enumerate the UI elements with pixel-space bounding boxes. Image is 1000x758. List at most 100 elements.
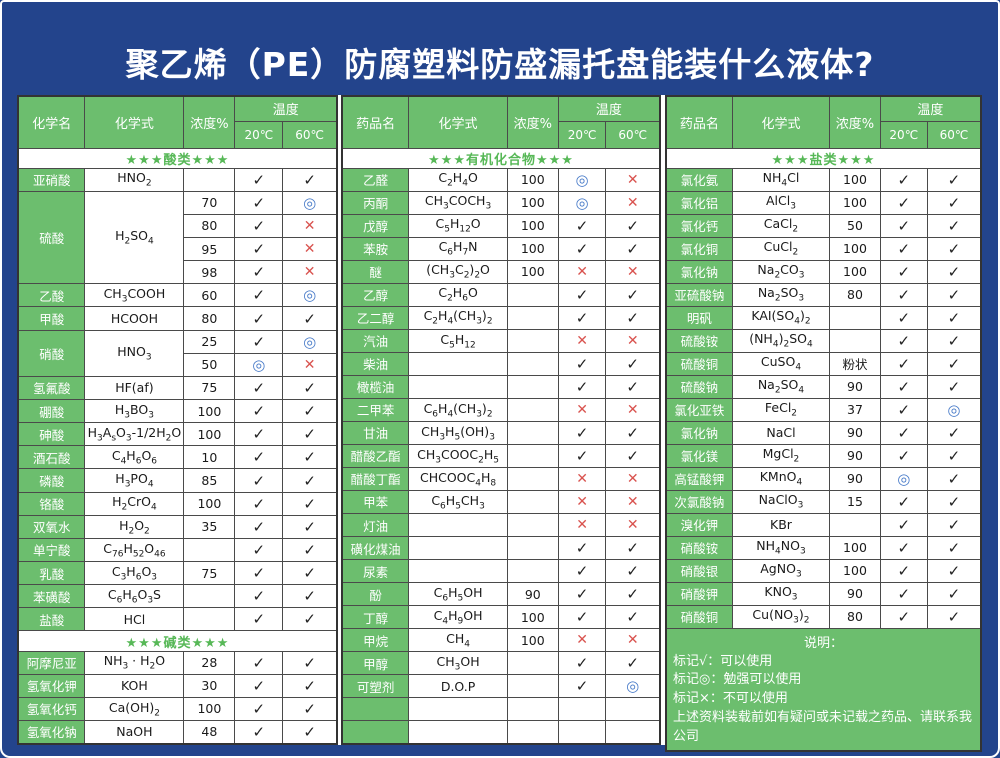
temp60-mark-cell: ✓ — [282, 468, 338, 493]
check-icon: ✓ — [303, 517, 316, 536]
substance-name-cell — [341, 697, 410, 722]
cross-icon: ✕ — [576, 263, 588, 280]
cross-icon: ✕ — [576, 632, 588, 649]
formula-cell: C4H6O6 — [84, 445, 185, 470]
concentration-cell: 100 — [829, 558, 881, 583]
concentration-cell: 100 — [183, 491, 236, 516]
substance-name-cell: 亚硝酸 — [17, 167, 86, 192]
check-icon: ✓ — [252, 676, 266, 695]
check-icon: ✓ — [575, 608, 589, 627]
temp20-mark-cell: ✓ — [557, 582, 607, 607]
substance-name-cell: 酒石酸 — [17, 445, 86, 470]
formula-cell: KAI(SO4)2 — [731, 305, 831, 330]
concentration-cell: 50 — [183, 352, 236, 377]
concentration-cell: 100 — [506, 190, 559, 215]
concentration-cell: 90 — [829, 443, 881, 468]
concentration-cell — [506, 305, 559, 330]
temp20-mark-cell: ✓ — [557, 674, 607, 699]
col-header-drug-name: 药品名 — [341, 95, 410, 149]
col-header-20c: 20℃ — [234, 120, 284, 149]
formula-cell: C76H52O46 — [84, 537, 185, 563]
temp20-mark-cell: ✓ — [879, 351, 928, 376]
temp60-mark-cell: ✓ — [605, 282, 661, 307]
check-icon: ✓ — [947, 170, 961, 189]
temp60-mark-cell: ✓ — [282, 673, 338, 698]
col-header-60c: 60℃ — [282, 120, 338, 149]
cross-icon: ✕ — [626, 194, 639, 211]
concentration-cell: 100 — [506, 628, 559, 653]
check-icon: ✓ — [626, 308, 639, 327]
temp60-mark-cell: ✓ — [926, 190, 982, 215]
check-icon: ✓ — [575, 216, 589, 235]
temp60-mark-cell: ✓ — [605, 305, 661, 330]
check-icon: ✓ — [303, 448, 316, 467]
check-icon: ✓ — [252, 170, 266, 189]
check-icon: ✓ — [252, 471, 266, 490]
substance-name-cell: 明矾 — [665, 305, 733, 330]
substance-name-cell: 甲苯 — [341, 489, 410, 515]
formula-cell: (NH4)2SO4 — [731, 328, 831, 353]
temp60-mark-cell: ✓ — [926, 167, 982, 192]
substance-name-cell: 氯化钠 — [665, 420, 733, 445]
check-icon: ✓ — [947, 354, 961, 373]
cross-icon: ✕ — [626, 517, 639, 534]
concentration-cell: 85 — [183, 468, 236, 493]
temp60-mark-cell: ✓ — [926, 351, 982, 376]
temp60-mark-cell: ◎ — [282, 329, 338, 354]
concentration-cell: 70 — [183, 190, 236, 215]
tables-background: 化学名 化学式 浓度% 温度 20℃ 60℃ ★★★酸类★★★ 亚硝酸 HNO2 ✓ ✓… — [17, 95, 982, 752]
col-header-formula: 化学式 — [84, 95, 185, 149]
check-icon: ✓ — [897, 170, 911, 189]
temp20-mark-cell: ✓ — [879, 443, 928, 468]
formula-cell: CH3H5(OH)3 — [408, 420, 508, 445]
formula-cell: NH3 · H2O — [84, 650, 185, 675]
col-header-chemical-name: 化学名 — [17, 95, 86, 149]
formula-cell: KBr — [731, 512, 831, 537]
organics-table: 药品名 化学式 浓度% 温度 20℃ 60℃ ★★★有机化合物★★★ 乙醛 C2H4… — [341, 95, 661, 745]
check-icon: ✓ — [252, 193, 266, 212]
col-header-formula: 化学式 — [408, 95, 508, 149]
check-icon: ✓ — [252, 722, 266, 741]
temp60-mark-cell: ✓ — [605, 651, 661, 676]
substance-name-cell: 硝酸铜 — [665, 604, 733, 629]
formula-cell: C3H6O3 — [84, 561, 185, 586]
substance-name-cell: 氯化镁 — [665, 443, 733, 468]
temp60-mark-cell: ✓ — [926, 213, 982, 238]
concentration-cell — [183, 607, 236, 632]
cross-icon: ✕ — [576, 470, 588, 487]
substance-name-cell: 磷酸 — [17, 468, 86, 493]
concentration-cell: 30 — [183, 673, 236, 698]
temp20-mark-cell: ✓ — [234, 561, 284, 586]
temp20-mark-cell: ✓ — [879, 581, 928, 606]
substance-name-cell: 乙醇 — [341, 282, 410, 307]
concentration-cell — [506, 559, 559, 584]
temp20-mark-cell: ✓ — [879, 374, 928, 399]
concentration-cell: 75 — [183, 375, 236, 401]
temp60-mark-cell: ✓ — [605, 443, 661, 468]
formula-cell: MgCl2 — [731, 443, 831, 468]
substance-name-cell: 二甲苯 — [341, 397, 410, 422]
substance-name-cell: 亚硫酸钠 — [665, 282, 733, 307]
formula-cell: H2SO4 — [84, 190, 185, 285]
check-icon: ✓ — [897, 423, 911, 442]
temp60-mark-cell: ✕ — [282, 352, 338, 377]
substance-name-cell: 柴油 — [341, 351, 410, 376]
cross-icon: ✕ — [576, 332, 588, 349]
formula-cell: CaCl2 — [731, 213, 831, 238]
substance-name-cell: 阿摩尼亚 — [17, 650, 86, 675]
formula-cell: KNO3 — [731, 581, 831, 606]
check-icon: ✓ — [252, 587, 266, 606]
formula-cell: H2O2 — [84, 514, 185, 539]
substance-name-cell: 硝酸银 — [665, 558, 733, 583]
substance-name-cell: 双氧水 — [17, 514, 86, 539]
substance-name-cell: 丁醇 — [341, 605, 410, 630]
formula-cell: HNO2 — [84, 167, 185, 192]
substance-name-cell: 单宁酸 — [17, 537, 86, 563]
formula-cell: Ca(OH)2 — [84, 696, 185, 721]
check-icon: ✓ — [575, 677, 589, 696]
substance-name-cell: 橄榄油 — [341, 374, 410, 399]
temp20-mark-cell: ✓ — [234, 260, 284, 285]
check-icon: ✓ — [303, 587, 316, 606]
check-icon: ✓ — [897, 262, 911, 281]
temp60-mark-cell: ✓ — [605, 351, 661, 376]
